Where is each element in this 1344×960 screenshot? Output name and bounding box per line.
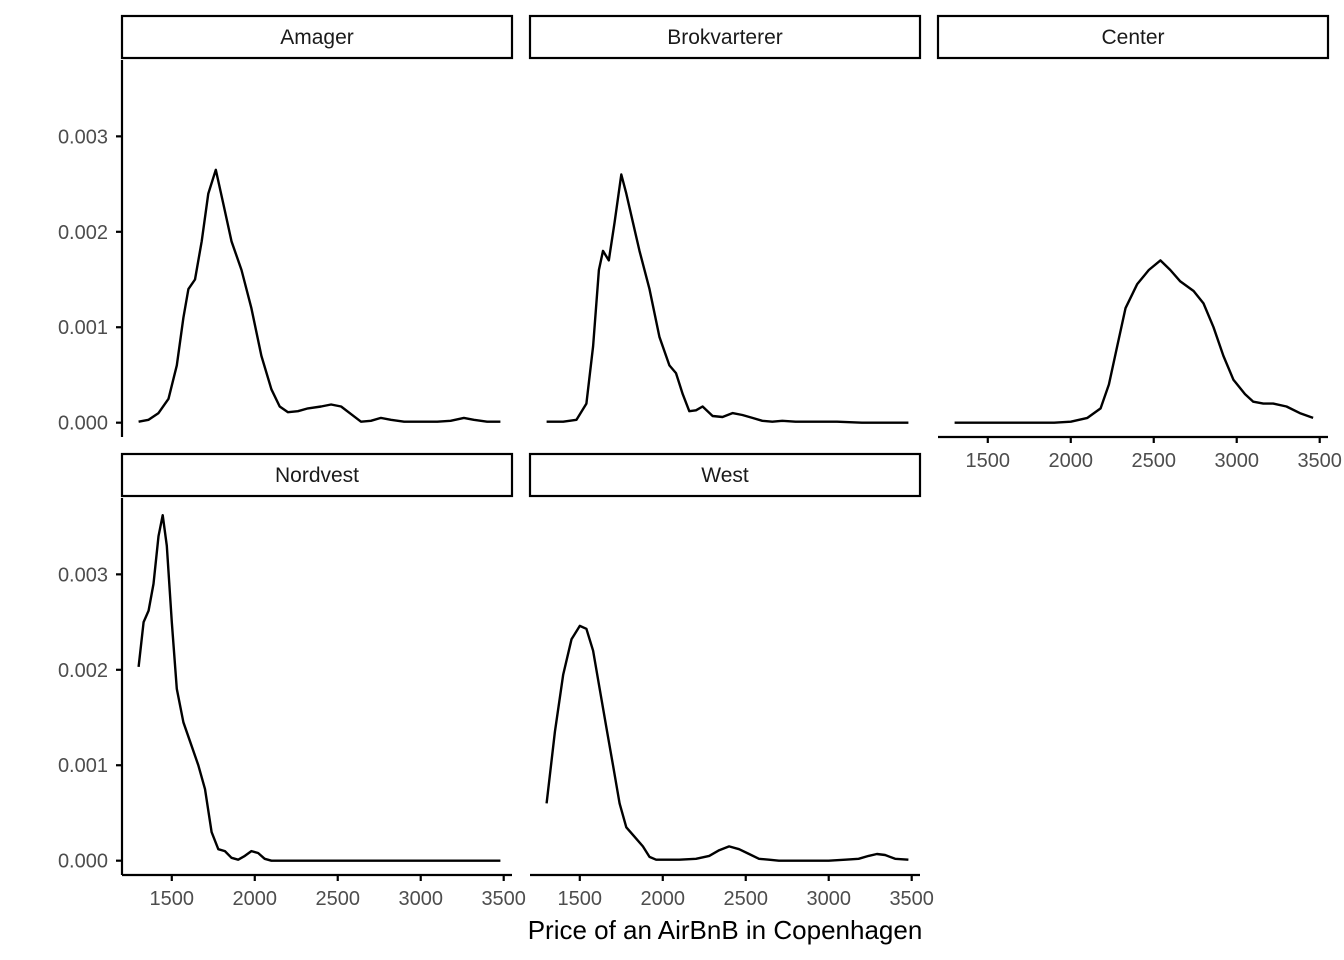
- x-tick-label: 3500: [481, 888, 526, 910]
- x-tick-label: 2500: [723, 888, 768, 910]
- x-tick-label: 3000: [398, 888, 443, 910]
- y-tick-label: 0.000: [58, 413, 108, 435]
- y-tick-label: 0.000: [58, 851, 108, 873]
- strip-brokvarterer-label: Brokvarterer: [667, 26, 783, 49]
- facet-nordvest: Nordvest 0.000 0.001 0.002 0.003 1500 2000 2500…: [58, 452, 526, 910]
- x-tick-label: 2000: [233, 888, 278, 910]
- facet-amager: Amager 0.000 0.001 0.002 0.003: [58, 14, 514, 437]
- strip-center-label: Center: [1101, 26, 1164, 49]
- x-tick-label: 1500: [150, 888, 195, 910]
- strip-west-label: West: [701, 464, 749, 487]
- facets-layer: Amager 0.000 0.001 0.002 0.003 Brokvarterer Ce…: [58, 14, 1342, 910]
- facet-brokvarterer: Brokvarterer: [528, 14, 922, 424]
- strip-nordvest-box: [120, 452, 514, 498]
- x-tick-label: 2500: [315, 888, 360, 910]
- x-tick-label: 1500: [558, 888, 603, 910]
- y-tick-label: 0.001: [58, 317, 108, 339]
- x-tick-label: 2000: [641, 888, 686, 910]
- x-tick-label: 3500: [889, 888, 934, 910]
- density-line-center: [954, 259, 1314, 424]
- facet-west: West 1500 2000 2500 3000 3500: [528, 452, 934, 910]
- strip-west-box: [528, 452, 922, 498]
- x-tick-label: 1500: [966, 450, 1011, 472]
- x-tick-label: 2000: [1049, 450, 1094, 472]
- y-tick-label: 0.002: [58, 660, 108, 682]
- x-tick-label: 3000: [1214, 450, 1259, 472]
- strip-amager-box: [120, 14, 514, 60]
- strip-nordvest-label: Nordvest: [275, 464, 359, 487]
- density-line-brokvarterer: [546, 173, 909, 424]
- x-tick-label: 3500: [1297, 450, 1342, 472]
- y-tick-label: 0.002: [58, 222, 108, 244]
- y-tick-label: 0.003: [58, 126, 108, 148]
- y-tick-label: 0.003: [58, 564, 108, 586]
- strip-brokvarterer-box: [528, 14, 922, 60]
- strip-center-box: [936, 14, 1330, 60]
- density-line-amager: [138, 168, 501, 423]
- facet-center: Center 1500 2000 2500 3000 3500: [936, 14, 1342, 472]
- x-tick-label: 2500: [1131, 450, 1176, 472]
- density-line-nordvest: [137, 514, 501, 862]
- density-line-west: [545, 624, 909, 862]
- x-axis-title: Price of an AirBnB in Copenhagen: [528, 915, 923, 945]
- strip-amager-label: Amager: [280, 26, 354, 49]
- y-tick-label: 0.001: [58, 755, 108, 777]
- x-tick-label: 3000: [806, 888, 851, 910]
